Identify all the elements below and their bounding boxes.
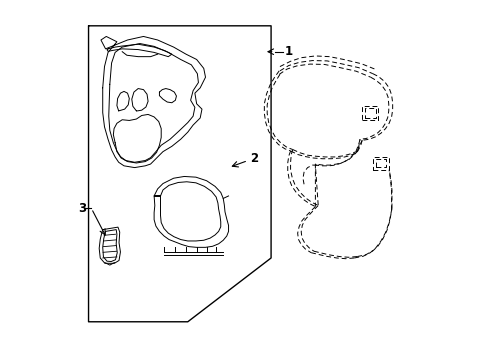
Text: 2: 2 [249,152,257,165]
Text: 3: 3 [79,202,86,215]
Text: 1: 1 [285,45,292,58]
